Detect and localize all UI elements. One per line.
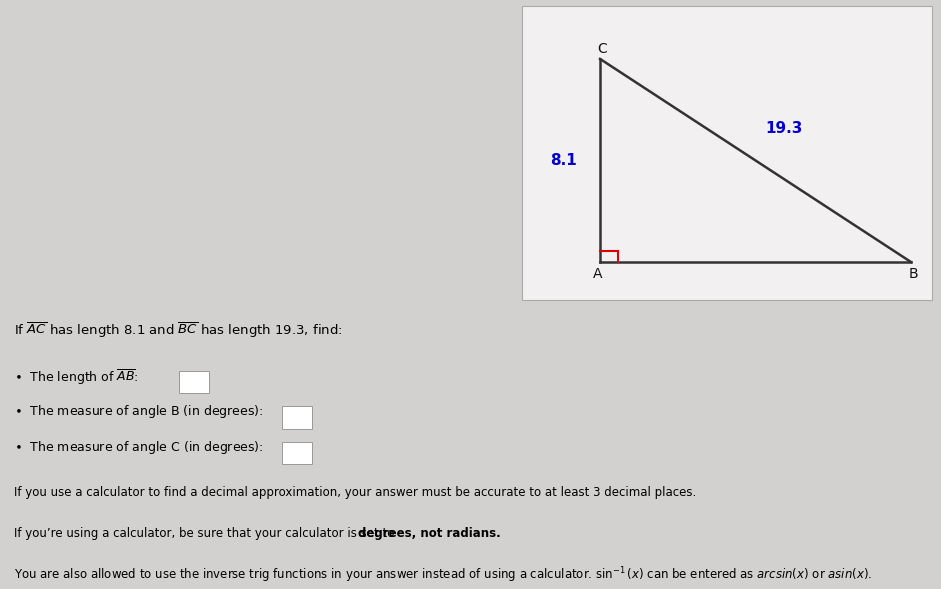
Text: $\bullet$  The measure of angle C (in degrees):: $\bullet$ The measure of angle C (in deg…	[14, 439, 263, 456]
Text: If you use a calculator to find a decimal approximation, your answer must be acc: If you use a calculator to find a decima…	[14, 486, 696, 499]
Text: $\bullet$  The length of $\overline{AB}$:: $\bullet$ The length of $\overline{AB}$:	[14, 368, 139, 387]
Bar	[522, 6, 932, 300]
Text: If you’re using a calculator, be sure that your calculator is set to: If you’re using a calculator, be sure th…	[14, 527, 398, 540]
Bar	[282, 406, 312, 429]
Bar	[179, 371, 209, 393]
Text: $\bullet$  The measure of angle B (in degrees):: $\bullet$ The measure of angle B (in deg…	[14, 403, 263, 421]
Text: You are also allowed to use the inverse trig functions in your answer instead of: You are also allowed to use the inverse …	[14, 565, 872, 585]
Text: C: C	[597, 42, 607, 56]
Text: If $\overline{AC}$ has length 8.1 and $\overline{BC}$ has length 19.3, find:: If $\overline{AC}$ has length 8.1 and $\…	[14, 321, 343, 340]
Text: 8.1: 8.1	[550, 153, 577, 168]
Text: degrees, not radians.: degrees, not radians.	[358, 527, 501, 540]
Text: 19.3: 19.3	[765, 121, 803, 135]
Text: B: B	[908, 267, 917, 281]
Text: A: A	[593, 267, 602, 281]
Bar	[282, 442, 312, 464]
